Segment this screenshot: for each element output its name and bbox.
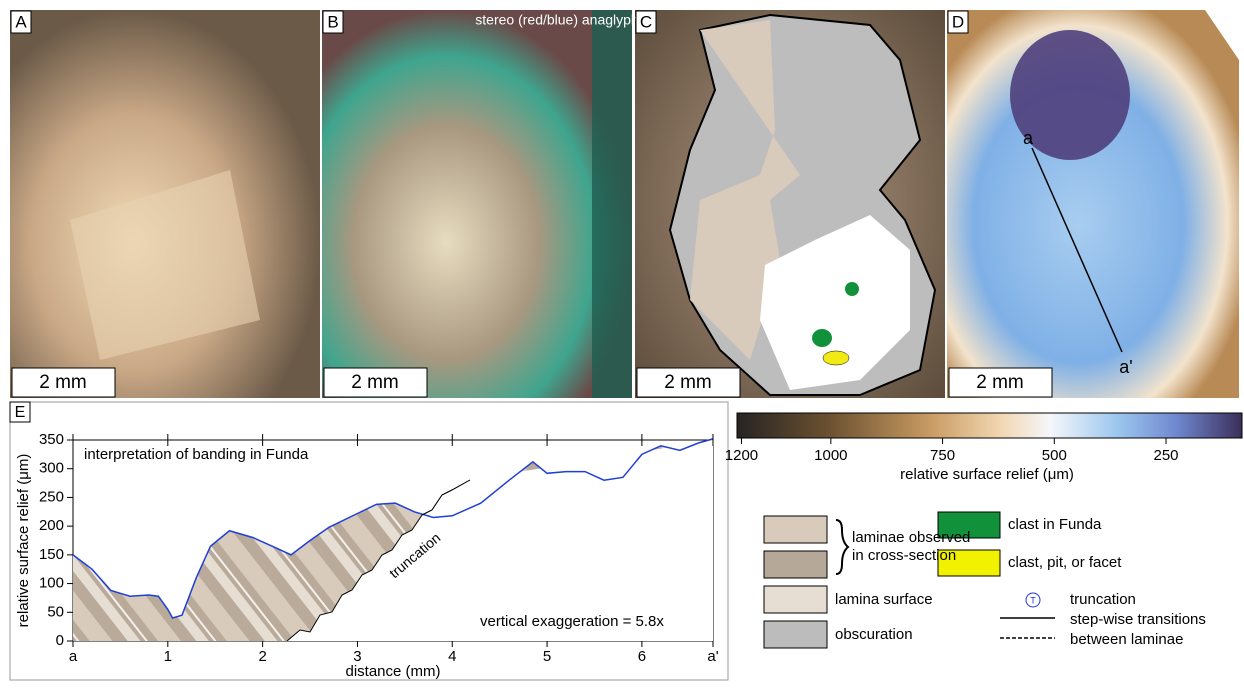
photo-b-edge <box>592 10 632 398</box>
panel-label: D <box>952 12 964 31</box>
relief-line <box>72 438 714 619</box>
legend-label: clast, pit, or facet <box>1008 554 1122 571</box>
truncation-line <box>286 479 471 642</box>
clast <box>812 329 832 347</box>
photo-panels <box>10 10 1239 398</box>
profile-end: a' <box>1119 357 1132 377</box>
colorbar-tick-label: 1200 <box>725 447 758 464</box>
panel-label: A <box>15 12 27 31</box>
y-tick-label: 100 <box>39 575 64 592</box>
y-tick-label: 50 <box>47 603 64 620</box>
photo-b <box>322 10 632 398</box>
x-tick-label: 5 <box>543 648 551 665</box>
scale-box <box>948 367 1053 398</box>
scale-box <box>636 367 741 398</box>
colorbar <box>736 412 1243 439</box>
clast <box>845 282 859 296</box>
x-tick-label: a' <box>707 648 718 665</box>
panel-label-box <box>947 10 969 34</box>
x-tick-label: 2 <box>258 648 266 665</box>
panel-label: E <box>15 404 26 421</box>
y-tick-label: 350 <box>39 431 64 448</box>
legend-label: between laminae <box>1070 631 1183 648</box>
legend-swatch <box>937 511 1001 539</box>
profile-line <box>1031 147 1123 353</box>
y-tick-label: 200 <box>39 517 64 534</box>
brace <box>835 519 850 575</box>
panel-label-box <box>10 10 32 34</box>
panel-label: B <box>327 12 338 31</box>
x-tick-label: 3 <box>353 648 361 665</box>
x-axis-label: distance (mm) <box>345 663 440 680</box>
legend-swatch <box>763 550 828 579</box>
panel-label: C <box>640 12 652 31</box>
legend-swatch <box>763 585 828 614</box>
legend-label: obscuration <box>835 626 913 643</box>
y-axis-label: relative surface relief (μm) <box>15 454 32 628</box>
truncated-region <box>287 440 713 641</box>
x-tick-label: 6 <box>638 648 646 665</box>
legend-label: lamina surface <box>835 591 933 608</box>
legend-label: laminae observed <box>852 529 970 546</box>
x-tick-label: 4 <box>448 648 456 665</box>
map-surface <box>760 215 910 390</box>
x-tick-label: a <box>69 648 78 665</box>
legend-symbol: T <box>1030 595 1036 605</box>
scale-box <box>11 367 116 398</box>
legend-label: step-wise transitions <box>1070 611 1206 628</box>
rock-a <box>70 170 260 360</box>
scale-box <box>323 367 428 398</box>
legend-swatch <box>763 515 828 544</box>
legend-label: clast in Funda <box>1008 516 1102 533</box>
colorbar-tick-label: 500 <box>1042 447 1067 464</box>
x-tick-label: 1 <box>164 648 172 665</box>
chart-label-box <box>9 401 31 423</box>
colorbar-label: relative surface relief (μm) <box>900 466 1074 483</box>
y-tick-label: 250 <box>39 488 64 505</box>
legend-swatch <box>937 549 1001 577</box>
relief-low <box>1010 30 1130 160</box>
profile-start: a <box>1023 128 1034 148</box>
legend-label: in cross-section <box>852 547 956 564</box>
scale-bar-label: 2 mm <box>664 372 712 393</box>
legend <box>736 412 1243 649</box>
scale-bar-label: 2 mm <box>351 372 399 393</box>
legend-swatch <box>763 620 828 649</box>
colorbar-tick-label: 250 <box>1154 447 1179 464</box>
y-tick-label: 0 <box>56 632 64 649</box>
scale-bar-label: 2 mm <box>976 372 1024 393</box>
panel-caption: stereo (red/blue) anaglyph <box>475 12 638 28</box>
y-tick-label: 300 <box>39 460 64 477</box>
colorbar-tick-label: 750 <box>930 447 955 464</box>
annotation: vertical exaggeration = 5.8x <box>480 613 664 630</box>
panel-label-box <box>635 10 657 34</box>
chart-title: interpretation of banding in Funda <box>84 446 309 463</box>
y-tick-label: 150 <box>39 546 64 563</box>
panel-label-box <box>322 10 344 34</box>
legend-label: truncation <box>1070 591 1136 608</box>
colorbar-tick-label: 1000 <box>814 447 847 464</box>
truncation-symbol <box>1025 592 1041 608</box>
scale-bar-label: 2 mm <box>39 372 87 393</box>
pit <box>822 350 850 366</box>
